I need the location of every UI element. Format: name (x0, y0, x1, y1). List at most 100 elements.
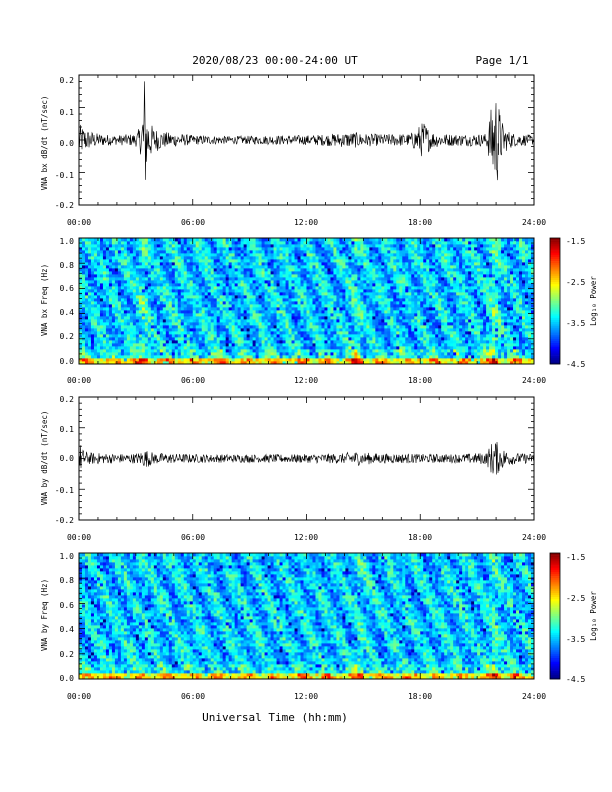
spectrogram-cell (255, 322, 259, 326)
spectrogram-cell (411, 271, 415, 275)
spectrogram-cell (141, 274, 146, 278)
spectrogram-cell (138, 319, 143, 323)
spectrogram-cell (96, 286, 101, 290)
spectrogram-cell (102, 331, 107, 335)
spectrogram-cell (321, 253, 325, 257)
spectrogram-cell (243, 352, 248, 356)
spectrogram-cell (105, 310, 110, 314)
spectrogram-cell (270, 361, 274, 365)
spectrogram-cell (402, 358, 406, 362)
spectrogram-cell (177, 277, 182, 281)
spectrogram-cell (330, 316, 334, 320)
spectrogram-cell (216, 361, 221, 365)
spectrogram-cell (96, 250, 101, 254)
spectrogram-cell (204, 259, 209, 263)
spectrogram-cell (150, 298, 155, 302)
spectrogram-cell (399, 250, 403, 254)
spectrogram-cell (93, 286, 98, 290)
spectrogram-cell (138, 250, 143, 254)
spectrogram-cell (375, 340, 379, 344)
spectrogram-cell (234, 292, 239, 296)
spectrogram-cell (330, 310, 334, 314)
spectrogram-cell (156, 280, 161, 284)
spectrogram-cell (306, 292, 310, 296)
spectrogram-cell (237, 289, 242, 293)
spectrogram-cell (414, 322, 418, 326)
spectrogram-cell (90, 349, 95, 353)
spectrogram-cell (201, 358, 206, 362)
spectrogram-cell (117, 343, 122, 347)
spectrogram-cell (312, 349, 316, 353)
spectrogram-cell (102, 325, 107, 329)
spectrogram-cell (219, 256, 224, 260)
spectrogram-cell (120, 280, 125, 284)
spectrogram-cell (273, 256, 277, 260)
spectrogram-cell (147, 355, 152, 359)
spectrogram-cell (270, 262, 274, 266)
spectrogram-cell (423, 268, 427, 272)
spectrogram-cell (204, 283, 209, 287)
spectrogram-cell (189, 250, 194, 254)
spectrogram-cell (324, 346, 328, 350)
spectrogram-cell (285, 337, 289, 341)
spectrogram-cell (147, 277, 152, 281)
spectrogram-cell (216, 307, 221, 311)
spectrogram-cell (192, 304, 197, 308)
spectrogram-cell (192, 316, 197, 320)
spectrogram-cell (405, 277, 409, 281)
spectrogram-cell (372, 319, 376, 323)
spectrogram-cell (324, 247, 328, 251)
spectrogram-cell (108, 238, 113, 242)
spectrogram-cell (162, 265, 167, 269)
spectrogram-cell (201, 277, 206, 281)
spectrogram-cell (255, 346, 259, 350)
spectrogram-cell (147, 289, 152, 293)
spectrogram-cell (330, 349, 334, 353)
spectrogram-cell (363, 349, 367, 353)
spectrogram-cell (216, 346, 221, 350)
spectrogram-cell (111, 313, 116, 317)
spectrogram-cell (417, 355, 421, 359)
spectrogram-cell (108, 334, 113, 338)
spectrogram-cell (267, 352, 271, 356)
spectrogram-cell (228, 271, 233, 275)
spectrogram-cell (393, 361, 397, 365)
spectrogram-cell (330, 355, 334, 359)
spectrogram-cell (384, 256, 388, 260)
spectrogram-cell (123, 280, 128, 284)
spectrogram-cell (165, 355, 170, 359)
spectrogram-cell (279, 295, 283, 299)
spectrogram-cell (156, 316, 161, 320)
spectrogram-cell (393, 325, 397, 329)
spectrogram-cell (363, 304, 367, 308)
spectrogram-cell (93, 277, 98, 281)
spectrogram-cell (321, 301, 325, 305)
spectrogram-cell (357, 349, 361, 353)
spectrogram-cell (351, 301, 355, 305)
spectrogram-cell (285, 283, 289, 287)
spectrogram-cell (171, 301, 176, 305)
spectrogram-cell (108, 358, 113, 362)
spectrogram-cell (300, 268, 304, 272)
spectrogram-cell (330, 298, 334, 302)
spectrogram-cell (234, 325, 239, 329)
spectrogram-cell (393, 331, 397, 335)
spectrogram-cell (375, 289, 379, 293)
spectrogram-cell (162, 313, 167, 317)
spectrogram-cell (408, 277, 412, 281)
spectrogram-cell (255, 274, 259, 278)
spectrogram-cell (114, 340, 119, 344)
spectrogram-cell (120, 331, 125, 335)
spectrogram-cell (357, 334, 361, 338)
spectrogram-cell (255, 340, 259, 344)
spectrogram-cell (417, 286, 421, 290)
spectrogram-cell (126, 325, 131, 329)
spectrogram-cell (312, 286, 316, 290)
spectrogram-cell (84, 325, 89, 329)
spectrogram-cell (87, 286, 92, 290)
spectrogram-cell (357, 322, 361, 326)
spectrogram-cell (132, 274, 137, 278)
spectrogram-cell (342, 277, 346, 281)
spectrogram-cell (252, 292, 257, 296)
spectrogram-cell (327, 307, 331, 311)
